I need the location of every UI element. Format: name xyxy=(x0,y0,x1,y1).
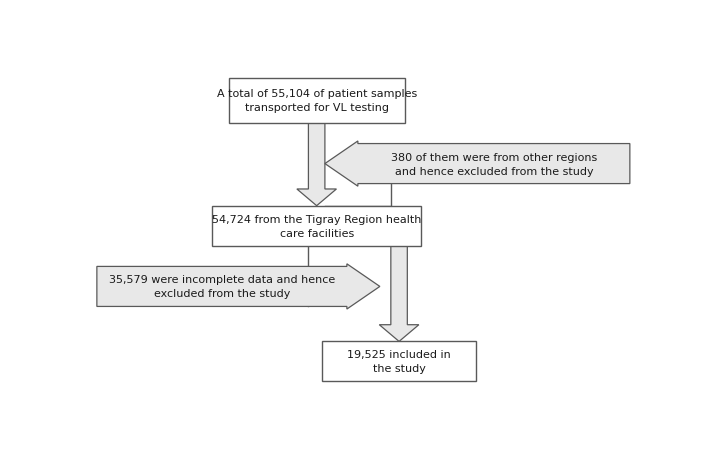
FancyBboxPatch shape xyxy=(229,78,405,124)
Text: 35,579 were incomplete data and hence
excluded from the study: 35,579 were incomplete data and hence ex… xyxy=(108,275,335,299)
Text: A total of 55,104 of patient samples
transported for VL testing: A total of 55,104 of patient samples tra… xyxy=(216,89,417,113)
Text: 54,724 from the Tigray Region health
care facilities: 54,724 from the Tigray Region health car… xyxy=(212,214,421,238)
Polygon shape xyxy=(325,142,630,187)
Polygon shape xyxy=(297,124,337,206)
Polygon shape xyxy=(379,246,419,342)
Text: 380 of them were from other regions
and hence excluded from the study: 380 of them were from other regions and … xyxy=(391,152,597,176)
Polygon shape xyxy=(97,264,380,309)
Text: 19,525 included in
the study: 19,525 included in the study xyxy=(347,350,451,373)
FancyBboxPatch shape xyxy=(212,206,421,246)
FancyBboxPatch shape xyxy=(322,341,476,382)
